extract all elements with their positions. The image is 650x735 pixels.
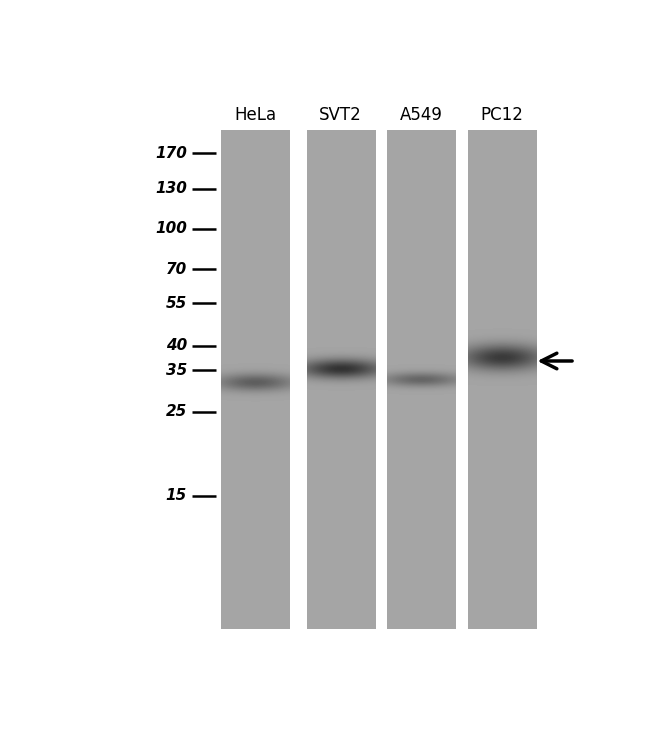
Text: 130: 130 <box>155 182 187 196</box>
Bar <box>387 131 455 628</box>
Text: 35: 35 <box>166 362 187 378</box>
Text: 170: 170 <box>155 146 187 161</box>
Bar <box>307 131 374 628</box>
Text: 55: 55 <box>166 295 187 311</box>
Text: 40: 40 <box>166 338 187 354</box>
Text: 70: 70 <box>166 262 187 277</box>
Bar <box>468 131 536 628</box>
Text: 100: 100 <box>155 221 187 236</box>
Text: PC12: PC12 <box>480 107 523 124</box>
Text: A549: A549 <box>400 107 443 124</box>
Text: 15: 15 <box>166 488 187 503</box>
Text: 25: 25 <box>166 404 187 420</box>
Text: SVT2: SVT2 <box>319 107 362 124</box>
Bar <box>221 131 289 628</box>
Text: HeLa: HeLa <box>234 107 276 124</box>
